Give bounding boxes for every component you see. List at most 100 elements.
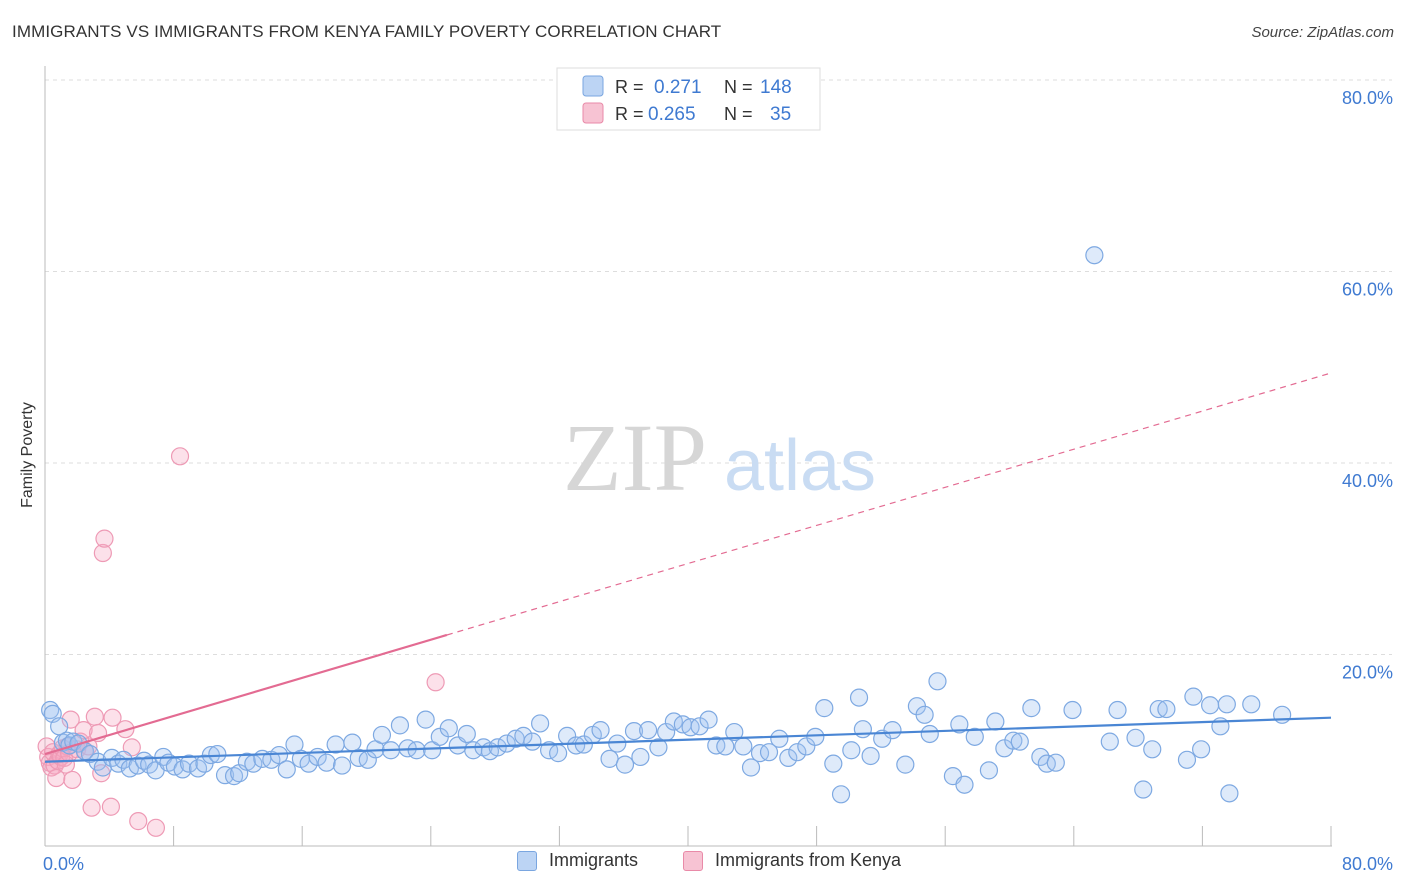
legend-item-immigrants[interactable]: Immigrants [517,850,638,871]
legend-r-label-2: R = [615,104,644,124]
kenya-point [170,447,190,466]
immigrants-point [1184,687,1203,706]
immigrants-point [831,785,851,804]
x-tick-label-min: 0.0% [43,854,84,874]
immigrants-point [1157,699,1176,719]
immigrants-point [883,721,902,740]
immigrants-point [57,731,76,750]
kenya-point [129,812,148,831]
y-tick-label: 40.0% [1342,471,1393,491]
immigrants-point [928,672,947,691]
immigrants-point [631,747,650,767]
immigrants-point [88,752,107,771]
immigrants-point [979,761,999,780]
immigrants-point [1134,780,1153,799]
immigrants-point [806,727,825,746]
immigrants-point [896,755,915,774]
legend-item-kenya[interactable]: Immigrants from Kenya [683,850,901,871]
source-label: Source: ZipAtlas.com [1251,24,1394,41]
immigrants-point [639,721,658,740]
immigrants-point [343,733,362,752]
immigrants-point [1085,246,1104,265]
legend-n-value-1: 148 [760,77,792,98]
series-immigrants-points [41,246,1292,804]
grid-lines [45,79,1392,655]
legend-r-value-2: 0.265 [648,104,696,125]
immigrants-point [853,720,872,739]
immigrants-point [600,749,619,768]
immigrants-point [770,729,789,748]
legend-r-value-1: 0.271 [654,77,702,98]
immigrants-point [955,775,974,794]
immigrants-point [779,748,798,768]
legend-n-label-2: N = [724,104,753,124]
kenya-point [426,673,445,692]
legend-swatch-kenya-bottom [683,850,703,871]
immigrants-point [725,722,744,742]
immigrants-point [915,705,934,724]
kenya-point [74,721,93,740]
immigrants-point [950,715,969,734]
immigrants-point [1126,728,1145,747]
immigrants-point [1046,753,1065,772]
immigrants-point [549,744,568,763]
immigrants-point [1010,732,1029,751]
kenya-point [122,738,141,757]
legend-swatch-immigrants [582,75,604,97]
immigrants-point [497,734,516,753]
immigrants-point [237,752,257,771]
immigrants-point [788,743,807,762]
watermark: ZIP atlas [563,404,876,511]
y-tick-labels: 20.0% 40.0% 60.0% 80.0% [1342,88,1393,683]
immigrants-point [567,736,586,755]
watermark-zip: ZIP [563,404,707,511]
immigrants-point [80,744,100,764]
immigrants-point [986,712,1005,731]
immigrants-point [690,717,709,736]
legend-label-immigrants: Immigrants [549,850,639,870]
kenya-point [93,543,112,563]
immigrants-point [624,721,644,741]
kenya-point [146,818,166,837]
kenya-point [61,710,80,729]
trend-lines [44,372,1332,763]
immigrants-point [416,710,435,729]
immigrants-point [1217,695,1236,714]
legend-top: R = 0.271 N = 148 R = 0.265 N = 35 [556,67,821,131]
legend-n-value-2: 35 [770,104,791,125]
immigrants-point [1100,732,1119,751]
immigrants-point [842,741,861,760]
immigrants-point [608,734,627,753]
immigrants-point [332,756,352,775]
x-tick-label-max: 80.0% [1342,854,1393,874]
immigrants-point [1192,740,1211,759]
immigrants-point [531,714,550,733]
immigrants-point [1220,784,1239,803]
immigrants-trend-line [44,716,1332,763]
immigrants-point [1004,731,1023,750]
legend-label-kenya: Immigrants from Kenya [715,850,902,870]
kenya-point [85,707,104,726]
immigrants-point [824,754,843,773]
kenya-point [101,797,121,816]
kenya-point [63,770,82,790]
immigrants-point [1242,695,1261,714]
x-tick-labels: 0.0% 80.0% [43,854,1393,874]
immigrants-point [1143,740,1162,759]
immigrants-point [1063,700,1082,720]
kenya-point [95,529,114,548]
immigrants-point [1273,705,1292,724]
immigrants-point [849,688,869,707]
immigrants-point [439,719,458,738]
immigrants-point [759,743,779,762]
immigrants-point [615,755,635,774]
immigrants-point [1177,750,1197,769]
immigrants-point [734,737,753,756]
immigrants-point [699,710,718,729]
kenya-trend-line-solid [44,633,448,756]
immigrants-point [920,724,939,744]
immigrants-point [1201,696,1220,715]
immigrants-point [1108,700,1127,720]
immigrants-point [591,721,610,740]
